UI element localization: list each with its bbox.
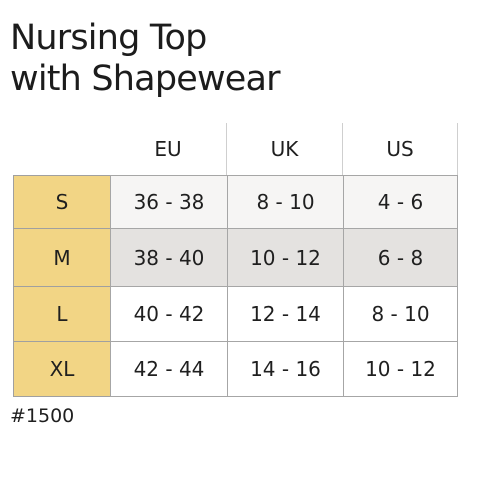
- cell-s-us: 4 - 6: [343, 175, 458, 229]
- cell-xl-eu: 42 - 44: [110, 341, 228, 397]
- product-code: #1500: [10, 405, 75, 427]
- size-label-l: L: [13, 286, 111, 342]
- column-header-uk: UK: [227, 123, 343, 175]
- size-label-m: M: [13, 228, 111, 287]
- size-label-xl: XL: [13, 341, 111, 397]
- cell-s-eu: 36 - 38: [110, 175, 228, 229]
- cell-s-uk: 8 - 10: [227, 175, 344, 229]
- cell-xl-uk: 14 - 16: [227, 341, 344, 397]
- size-chart-table: EU UK US S 36 - 38 8 - 10 4 - 6 M 38 - 4…: [13, 123, 458, 397]
- cell-l-eu: 40 - 42: [110, 286, 228, 342]
- cell-m-uk: 10 - 12: [227, 228, 344, 287]
- page-title: Nursing Top with Shapewear: [10, 18, 470, 100]
- title-line-1: Nursing Top: [10, 18, 207, 58]
- cell-m-us: 6 - 8: [343, 228, 458, 287]
- cell-xl-us: 10 - 12: [343, 341, 458, 397]
- size-label-s: S: [13, 175, 111, 229]
- column-header-eu: EU: [110, 123, 227, 175]
- title-line-2: with Shapewear: [10, 59, 281, 99]
- cell-l-us: 8 - 10: [343, 286, 458, 342]
- cell-l-uk: 12 - 14: [227, 286, 344, 342]
- column-header-us: US: [343, 123, 458, 175]
- cell-m-eu: 38 - 40: [110, 228, 228, 287]
